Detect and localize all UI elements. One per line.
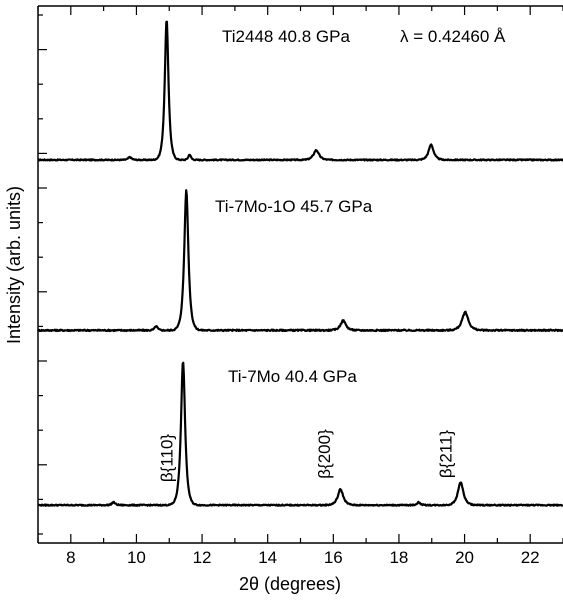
panel-label: Ti-7Mo-1O 45.7 GPa: [215, 197, 373, 216]
peak-annotation: β{110}: [157, 434, 176, 483]
panel-label: Ti-7Mo 40.4 GPa: [228, 367, 357, 386]
panel-label: Ti2448 40.8 GPa: [222, 27, 350, 46]
pattern-trace: [37, 189, 563, 333]
x-tick-label: 18: [389, 548, 408, 567]
x-axis-label: 2θ (degrees): [239, 574, 341, 594]
y-axis-ticks: [38, 14, 47, 535]
plot-frame: [37, 5, 563, 544]
y-axis-label: Intensity (arb. units): [4, 186, 24, 344]
wavelength-label: λ = 0.42460 Å: [400, 27, 506, 46]
pattern-trace: [37, 361, 563, 507]
x-tick-label: 16: [324, 548, 343, 567]
peak-annotation: β{211}: [436, 430, 455, 479]
x-tick-label: 10: [127, 548, 146, 567]
x-tick-label: 14: [258, 548, 277, 567]
peak-annotation: β{200}: [315, 429, 334, 479]
x-axis-ticks: 8 10 12 14 16 18 20 22: [37, 6, 563, 567]
x-tick-label: 8: [66, 548, 75, 567]
pattern-trace: [37, 20, 563, 162]
pattern-traces: [37, 20, 563, 507]
annotation-labels: Ti2448 40.8 GPa Ti-7Mo-1O 45.7 GPa Ti-7Mo …: [157, 27, 455, 482]
x-tick-label: 20: [455, 548, 474, 567]
x-tick-label: 22: [521, 548, 540, 567]
x-tick-label: 12: [193, 548, 212, 567]
